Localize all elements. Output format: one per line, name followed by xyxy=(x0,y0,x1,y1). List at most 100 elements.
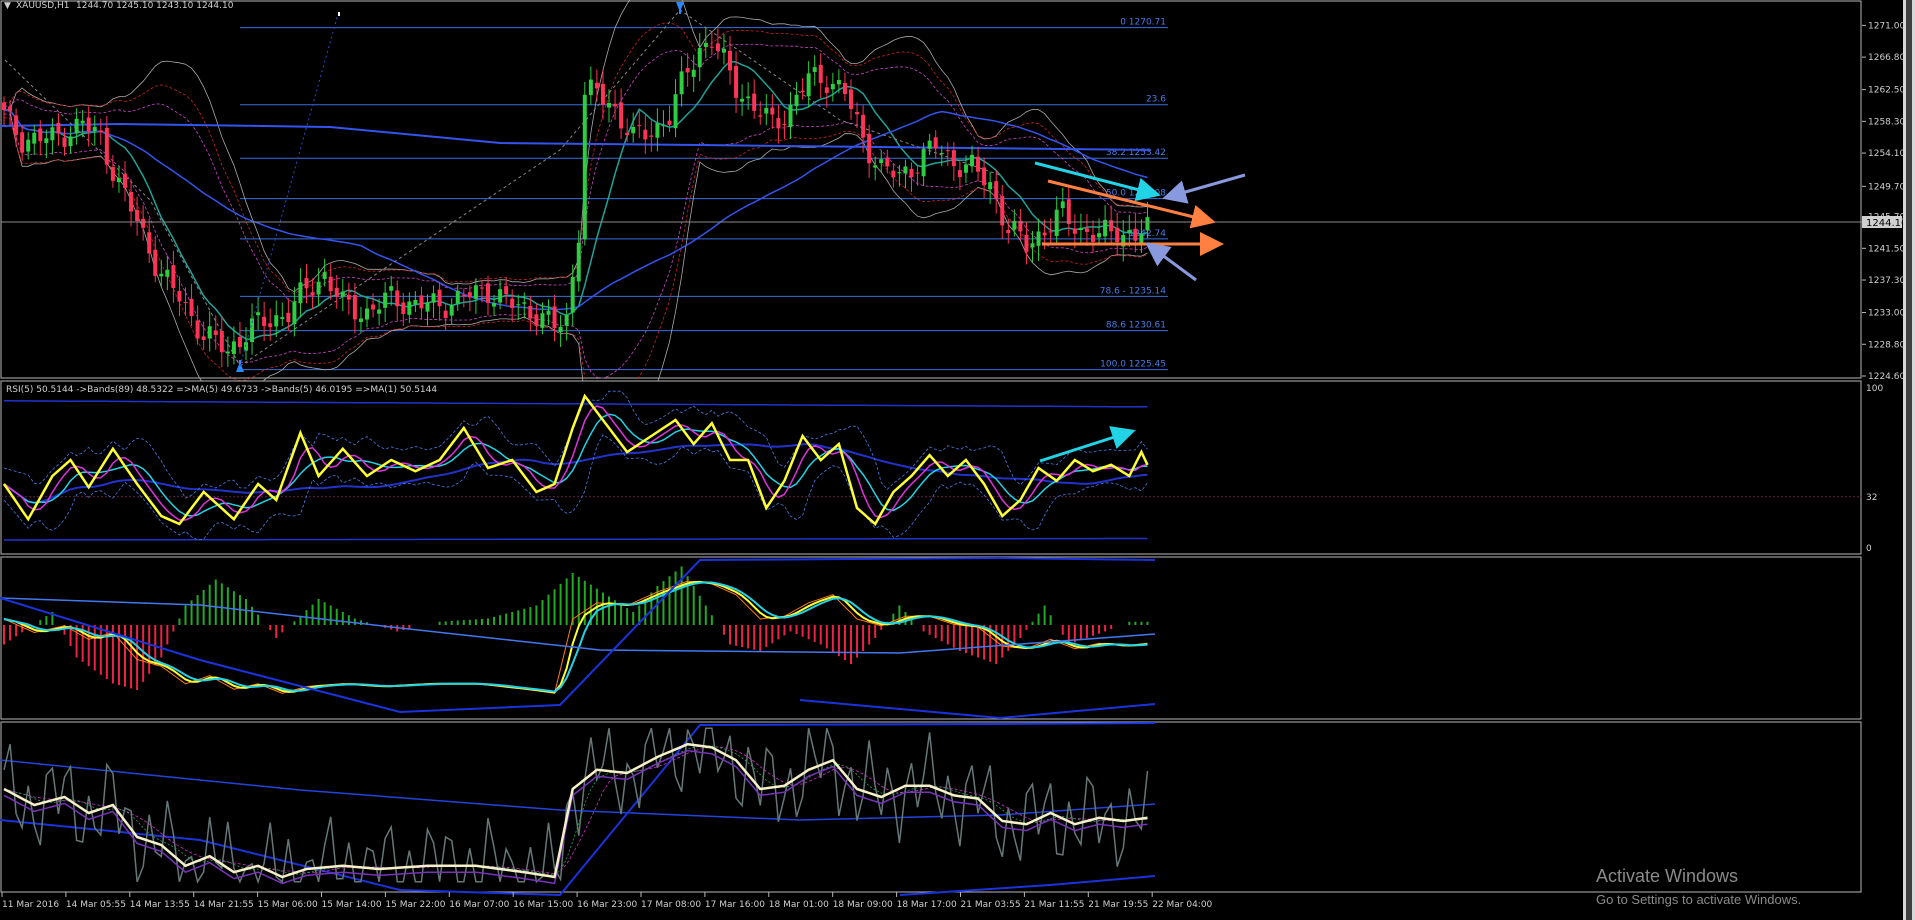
candle-body xyxy=(510,298,515,309)
candle-body xyxy=(867,133,872,164)
candle-body xyxy=(806,73,811,97)
candle-body xyxy=(885,157,890,167)
price-tick-label: 1266.80 xyxy=(1868,53,1905,63)
candle-body xyxy=(764,107,769,114)
candle-body xyxy=(213,330,218,336)
candle-body xyxy=(582,94,587,240)
candle-body xyxy=(38,128,43,142)
rsi-band5-upper xyxy=(3,390,1148,499)
candle-body xyxy=(165,269,170,277)
candle-body xyxy=(1066,199,1071,225)
band-upper-red xyxy=(3,22,1148,295)
candle-body xyxy=(728,50,732,71)
band-lower-magenta xyxy=(3,113,1148,379)
candle-body xyxy=(504,286,509,295)
cyan-trend-arrow[interactable] xyxy=(1034,161,1161,202)
candle-body xyxy=(328,276,333,292)
candle-body xyxy=(1030,243,1035,248)
price-tick-label: 1233.00 xyxy=(1868,309,1905,319)
macd-band-blue-lower xyxy=(799,699,1156,720)
rsi-header: RSI(5) 50.5144 ->Bands(89) 48.5322 =>MA(… xyxy=(6,385,437,395)
candle-body xyxy=(800,90,805,93)
osc-main-line xyxy=(3,742,1148,879)
macd-histogram-and-lines xyxy=(0,556,1156,720)
time-tick-label: 15 Mar 14:00 xyxy=(322,900,382,910)
lavender-arrow-lower[interactable] xyxy=(1145,242,1197,282)
candle-body xyxy=(231,341,236,354)
ma-blue-slow xyxy=(3,109,1148,311)
candle-body xyxy=(461,294,466,297)
osc-band-blue-lower xyxy=(899,875,1156,896)
candle-body xyxy=(697,48,702,68)
macd-pane[interactable] xyxy=(0,556,1862,720)
candle-body xyxy=(1097,233,1102,238)
osc-blue-mid xyxy=(0,759,1156,821)
candle-body xyxy=(62,137,67,147)
rsi-line xyxy=(2,393,1149,526)
candle-body xyxy=(147,232,152,254)
candle-body xyxy=(371,304,376,310)
time-tick-label: 14 Mar 21:55 xyxy=(194,900,254,910)
candle-body xyxy=(413,299,418,305)
candle-body xyxy=(927,140,932,149)
candle-body xyxy=(322,272,327,280)
candle-body xyxy=(443,310,448,318)
osc-band-blue-upper xyxy=(0,722,1156,897)
orange-resistance-arrow[interactable] xyxy=(1047,179,1216,229)
price-tick-label: 1254.10 xyxy=(1868,149,1905,159)
candle-body xyxy=(546,310,551,315)
time-tick-label: 17 Mar 08:00 xyxy=(641,900,701,910)
candle-body xyxy=(383,292,388,308)
time-tick-label: 18 Mar 01:00 xyxy=(769,900,829,910)
oscillator-pane[interactable] xyxy=(0,721,1862,897)
rsi-cyan-arrow[interactable] xyxy=(1039,426,1136,463)
time-tick-label: 17 Mar 16:00 xyxy=(705,900,765,910)
symbol-label: XAUUSD,H1 xyxy=(16,1,70,11)
macd-signal-blue xyxy=(0,597,1156,654)
candle-body xyxy=(135,209,140,222)
candle-body xyxy=(746,96,751,99)
annotations[interactable] xyxy=(236,2,1246,372)
candle-body xyxy=(1048,231,1053,233)
candle-body xyxy=(32,132,37,144)
candle-body xyxy=(522,302,527,304)
candle-body xyxy=(540,313,545,328)
candle-body xyxy=(667,120,672,125)
time-tick-label: 11 Mar 2016 xyxy=(2,900,59,910)
candle-body xyxy=(20,132,25,153)
candle-body xyxy=(588,79,593,96)
price-tick-label: 1249.70 xyxy=(1868,182,1905,192)
fib-level-label: 38.2 1253.42 xyxy=(1106,148,1166,158)
lavender-arrow-upper[interactable] xyxy=(1162,173,1246,204)
candle-body xyxy=(643,129,648,140)
oscillator-lines xyxy=(0,722,1156,897)
candle-body xyxy=(957,170,962,178)
price-tick-label: 1262.50 xyxy=(1868,86,1905,96)
candle-body xyxy=(570,276,575,313)
candle-body xyxy=(1145,217,1150,231)
candle-body xyxy=(1018,220,1023,232)
time-tick-label: 16 Mar 15:00 xyxy=(513,900,573,910)
candle-body xyxy=(1036,231,1041,246)
candle-body xyxy=(44,138,49,143)
candle-body xyxy=(970,154,974,167)
macd-band-blue xyxy=(0,556,1156,714)
candle-body xyxy=(691,69,696,77)
candle-body xyxy=(352,295,357,320)
rsi-band5-lower xyxy=(3,434,1148,541)
candle-body xyxy=(419,295,424,309)
candle-body xyxy=(159,273,164,277)
candle-body xyxy=(679,71,684,95)
candle-body xyxy=(1121,234,1126,247)
candle-body xyxy=(268,323,273,328)
candle-body xyxy=(976,156,981,172)
candle-body xyxy=(177,290,182,302)
candle-body xyxy=(770,107,775,115)
rsi-pane[interactable]: RSI(5) 50.5144 ->Bands(89) 48.5322 =>MA(… xyxy=(0,380,1883,555)
candle-body xyxy=(492,303,497,307)
candle-body xyxy=(183,301,188,303)
candle-body xyxy=(274,315,279,327)
candle-body xyxy=(1000,196,1005,226)
